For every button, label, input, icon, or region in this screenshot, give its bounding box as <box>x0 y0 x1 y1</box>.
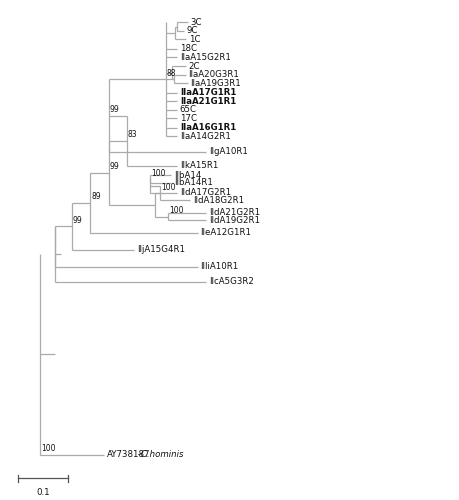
Text: 0.1: 0.1 <box>36 488 50 498</box>
Text: 3C: 3C <box>190 18 202 27</box>
Text: IIdA21G2R1: IIdA21G2R1 <box>208 208 259 218</box>
Text: IIdA17G2R1: IIdA17G2R1 <box>179 188 230 198</box>
Text: IIaA19G3R1: IIaA19G3R1 <box>190 79 241 88</box>
Text: 88: 88 <box>166 69 176 78</box>
Text: IIaA17G1R1: IIaA17G1R1 <box>179 88 236 98</box>
Text: 99: 99 <box>109 105 119 114</box>
Text: 18C: 18C <box>179 44 196 54</box>
Text: IIbA14R1: IIbA14R1 <box>174 178 213 188</box>
Text: 100: 100 <box>161 182 175 192</box>
Text: IIeA12G1R1: IIeA12G1R1 <box>200 228 251 237</box>
Text: IIcA5G3R2: IIcA5G3R2 <box>208 277 253 286</box>
Text: IIkA15R1: IIkA15R1 <box>179 162 218 170</box>
Text: IIIiA10R1: IIIiA10R1 <box>200 262 238 271</box>
Text: IIdA18G2R1: IIdA18G2R1 <box>193 196 244 205</box>
Text: 100: 100 <box>169 206 184 215</box>
Text: -C.hominis: -C.hominis <box>135 450 183 459</box>
Text: 99: 99 <box>73 216 82 224</box>
Text: IIjA15G4R1: IIjA15G4R1 <box>137 245 185 254</box>
Text: IIaA20G3R1: IIaA20G3R1 <box>188 70 239 80</box>
Text: IIaA21G1R1: IIaA21G1R1 <box>179 97 235 106</box>
Text: 100: 100 <box>151 168 165 177</box>
Text: AY738187: AY738187 <box>106 450 150 459</box>
Text: 9C: 9C <box>186 26 198 36</box>
Text: IIdA19G2R1: IIdA19G2R1 <box>208 216 259 225</box>
Text: 2C: 2C <box>188 62 200 71</box>
Text: 65C: 65C <box>179 106 196 114</box>
Text: 83: 83 <box>128 130 137 139</box>
Text: 89: 89 <box>91 192 101 202</box>
Text: IIgA10R1: IIgA10R1 <box>208 148 247 156</box>
Text: 17C: 17C <box>179 114 196 123</box>
Text: 100: 100 <box>41 444 56 453</box>
Text: IIaA16G1R1: IIaA16G1R1 <box>179 124 235 132</box>
Text: IIbA14: IIbA14 <box>174 171 201 180</box>
Text: IIaA14G2R1: IIaA14G2R1 <box>179 132 230 141</box>
Text: IIaA15G2R1: IIaA15G2R1 <box>179 53 230 62</box>
Text: 1C: 1C <box>188 35 200 44</box>
Text: 99: 99 <box>109 162 119 172</box>
